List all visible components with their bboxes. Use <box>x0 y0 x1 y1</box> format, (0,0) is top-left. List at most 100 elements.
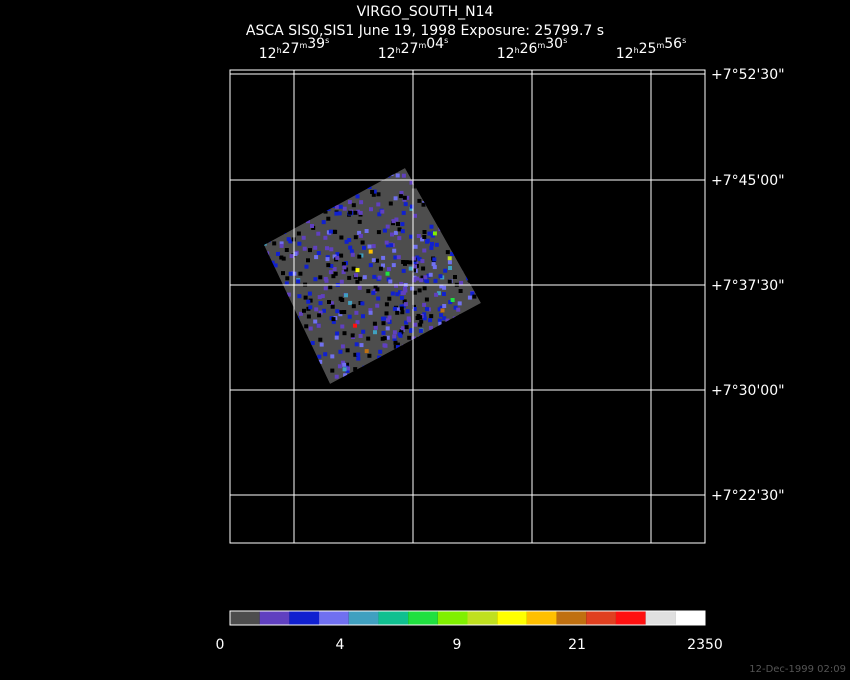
image-pixel <box>369 207 373 212</box>
colorbar-label: 21 <box>568 637 586 653</box>
image-pixel <box>350 252 355 257</box>
image-pixel <box>286 292 291 297</box>
image-pixel <box>459 280 464 285</box>
ra-value: 56 <box>664 36 682 52</box>
image-pixel <box>400 291 405 296</box>
image-pixel <box>390 291 395 296</box>
image-pixel <box>409 206 414 211</box>
colorbar-swatch <box>645 611 676 625</box>
image-pixel <box>447 256 452 261</box>
colorbar-swatch <box>289 611 320 625</box>
image-pixel <box>377 212 382 217</box>
image-pixel <box>356 356 361 361</box>
image-pixel <box>467 295 472 300</box>
image-pixel <box>397 236 402 241</box>
ra-value: 12 <box>497 46 515 62</box>
image-pixel <box>340 344 345 349</box>
image-pixel <box>378 349 383 354</box>
image-pixel <box>371 192 376 197</box>
image-pixel <box>353 235 358 240</box>
image-pixel <box>357 254 362 259</box>
image-pixel <box>372 321 377 326</box>
image-pixel <box>404 325 409 330</box>
image-pixel <box>338 312 343 317</box>
image-pixel <box>350 333 355 338</box>
image-pixel <box>401 260 406 264</box>
image-pixel <box>338 296 343 301</box>
image-pixel <box>380 316 385 321</box>
image-pixel <box>409 234 414 239</box>
image-pixel <box>326 263 331 268</box>
image-pixel <box>425 238 430 243</box>
image-pixel <box>397 227 402 232</box>
colorbar-label: 0 <box>216 637 225 653</box>
image-pixel <box>398 290 402 295</box>
image-pixel <box>406 316 411 321</box>
image-pixel <box>334 211 339 216</box>
image-pixel <box>424 297 429 302</box>
image-pixel <box>384 311 389 316</box>
image-pixel <box>351 203 356 208</box>
image-pixel <box>335 331 340 336</box>
image-pixel <box>415 276 419 281</box>
image-pixel <box>382 228 387 233</box>
image-pixel <box>422 286 427 291</box>
image-pixel <box>288 239 293 244</box>
colorbar-swatch <box>467 611 498 625</box>
image-pixel <box>413 244 418 249</box>
image-pixel <box>388 201 393 206</box>
image-pixel <box>324 278 329 283</box>
image-pixel <box>359 200 364 205</box>
image-pixel <box>395 292 400 297</box>
image-pixel <box>308 248 312 253</box>
image-pixel <box>316 323 321 328</box>
ra-label: 12h25m56s <box>616 36 687 62</box>
image-pixel <box>432 265 437 270</box>
image-pixel <box>428 325 433 330</box>
image-pixel <box>385 224 390 229</box>
image-pixel <box>409 204 414 209</box>
image-pixel <box>417 257 422 262</box>
image-pixel <box>422 230 427 234</box>
image-pixel <box>457 301 462 306</box>
image-pixel <box>330 368 335 373</box>
image-pixel <box>368 308 373 313</box>
ra-unit: m <box>537 41 545 50</box>
image-pixel <box>404 320 409 325</box>
image-pixel <box>415 255 420 260</box>
image-pixel <box>279 243 284 248</box>
image-pixel <box>415 316 420 320</box>
image-pixel <box>318 301 323 306</box>
image-pixel <box>458 289 463 293</box>
image-pixel <box>347 314 352 319</box>
ra-value: 12 <box>616 46 634 62</box>
image-pixel <box>378 266 383 271</box>
image-pixel <box>332 254 337 259</box>
image-pixel <box>298 311 303 316</box>
image-pixel <box>353 323 357 328</box>
image-pixel <box>411 256 416 261</box>
image-pixel <box>341 270 346 275</box>
image-pixel <box>423 275 428 280</box>
image-pixel <box>302 308 306 313</box>
image-pixel <box>355 279 360 284</box>
image-pixel <box>391 263 396 268</box>
image-pixel <box>396 222 400 226</box>
image-pixel <box>317 295 322 300</box>
image-pixel <box>400 222 405 227</box>
image-pixel <box>412 290 417 295</box>
image-pixel <box>413 322 418 327</box>
image-pixel <box>357 285 362 290</box>
image-pixel <box>298 271 303 276</box>
image-pixel <box>416 313 421 318</box>
image-pixel <box>442 304 447 308</box>
image-pixel <box>351 304 356 309</box>
image-pixel <box>394 283 398 288</box>
image-pixel <box>362 245 366 250</box>
image-pixel <box>297 241 302 246</box>
image-pixel <box>325 246 329 251</box>
image-pixel <box>419 278 424 283</box>
image-pixel <box>307 291 312 296</box>
image-pixel <box>380 209 385 214</box>
